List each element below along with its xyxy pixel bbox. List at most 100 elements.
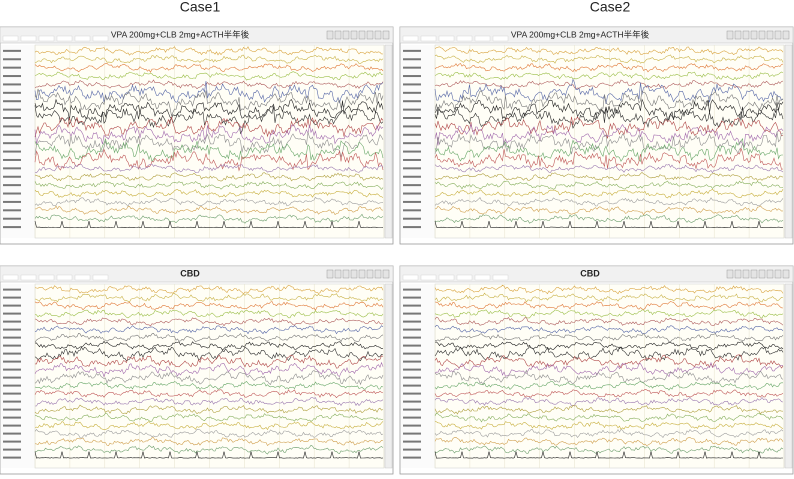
channel-column [401, 284, 434, 468]
toolbar-button [782, 269, 790, 279]
toolbar-button [342, 30, 350, 40]
channel-label [403, 192, 421, 195]
eeg-trace [34, 180, 384, 190]
channel-column [1, 284, 34, 468]
channel-label [3, 66, 21, 69]
channel-label [403, 167, 421, 170]
channel-label [403, 368, 421, 371]
eeg-trace [434, 221, 784, 229]
eeg-trace [34, 71, 384, 81]
eeg-trace [434, 147, 784, 170]
channel-label [3, 368, 21, 371]
eeg-trace [34, 451, 384, 459]
channel-label [3, 304, 21, 307]
eeg-trace [434, 412, 784, 423]
channel-label [403, 376, 421, 379]
toolbar-button [758, 269, 766, 279]
channel-label [3, 296, 21, 299]
channel-label [3, 158, 21, 161]
case-title: Case1 [180, 0, 221, 15]
channel-label [3, 209, 21, 212]
toolbar-field [38, 274, 55, 281]
channel-label [403, 288, 421, 291]
toolbar-field [92, 274, 109, 281]
channel-label [3, 150, 21, 153]
eeg-trace [34, 62, 384, 73]
channel-label [3, 125, 21, 128]
eeg-trace [34, 333, 384, 343]
scrollbar [784, 44, 793, 239]
channel-label [3, 440, 21, 443]
channel-label [403, 150, 421, 153]
channel-label [3, 424, 21, 427]
channel-column [401, 45, 434, 238]
channel-label [403, 392, 421, 395]
eeg-trace [34, 293, 384, 303]
eeg-trace [34, 412, 384, 422]
eeg-trace [434, 171, 784, 181]
eeg-trace [34, 213, 384, 224]
toolbar-button [350, 269, 358, 279]
eeg-trace [34, 163, 384, 174]
scrollbar [784, 283, 793, 469]
eeg-trace [434, 205, 784, 216]
channel-label [403, 456, 421, 459]
eeg-trace [35, 397, 384, 407]
channel-label [3, 456, 21, 459]
toolbar-field [56, 35, 73, 42]
eeg-trace [434, 137, 783, 162]
channel-label [3, 392, 21, 395]
channel-label [3, 416, 21, 419]
channel-label [3, 175, 21, 178]
eeg-trace [434, 188, 784, 199]
toolbar-field [38, 35, 55, 42]
toolbar-field [402, 274, 419, 281]
channel-label [3, 184, 21, 187]
eeg-panel: VPA 200mg+CLB 2mg+ACTH半年後 [399, 26, 794, 245]
eeg-panel: VPA 200mg+CLB 2mg+ACTH半年後 [0, 26, 394, 245]
channel-label [3, 226, 21, 229]
toolbar-button [758, 30, 766, 40]
eeg-trace [434, 354, 784, 369]
toolbar-field [2, 35, 19, 42]
eeg-panel: CBD [0, 265, 394, 475]
channel-label [403, 304, 421, 307]
channel-label [403, 142, 421, 145]
toolbar-button [766, 30, 774, 40]
eeg-trace [434, 361, 784, 378]
channel-label [403, 328, 421, 331]
eeg-trace [434, 316, 784, 326]
channel-label [403, 320, 421, 323]
toolbar-field [420, 274, 437, 281]
channel-label [3, 320, 21, 323]
toolbar-field [20, 274, 37, 281]
channel-label [3, 167, 21, 170]
toolbar-field [420, 35, 437, 42]
toolbar-field [456, 274, 473, 281]
toolbar-field [74, 35, 91, 42]
toolbar-button [742, 30, 750, 40]
channel-label [3, 83, 21, 86]
eeg-trace [434, 284, 784, 295]
channel-label [403, 360, 421, 363]
channel-label [3, 360, 21, 363]
eeg-trace [434, 301, 784, 311]
toolbar-button [374, 30, 382, 40]
channel-label [403, 424, 421, 427]
toolbar-button [334, 30, 342, 40]
toolbar-field [74, 274, 91, 281]
eeg-trace [434, 309, 784, 319]
toolbar-button [750, 269, 758, 279]
channel-label [3, 192, 21, 195]
eeg-trace [434, 445, 784, 454]
toolbar-button [774, 269, 782, 279]
eeg-trace [34, 132, 384, 158]
toolbar-field [492, 274, 509, 281]
eeg-trace [434, 123, 784, 149]
eeg-trace [434, 106, 784, 129]
eeg-trace [434, 79, 784, 90]
channel-label [403, 158, 421, 161]
toolbar-button [726, 269, 734, 279]
channel-label [403, 448, 421, 451]
eeg-trace [34, 421, 384, 431]
